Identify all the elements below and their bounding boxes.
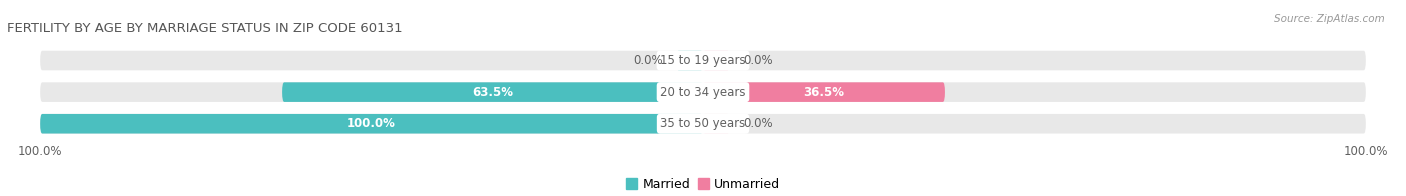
Text: Source: ZipAtlas.com: Source: ZipAtlas.com (1274, 14, 1385, 24)
FancyBboxPatch shape (41, 114, 1365, 133)
FancyBboxPatch shape (703, 51, 730, 70)
FancyBboxPatch shape (703, 114, 730, 133)
FancyBboxPatch shape (676, 51, 703, 70)
FancyBboxPatch shape (41, 51, 1365, 70)
Text: FERTILITY BY AGE BY MARRIAGE STATUS IN ZIP CODE 60131: FERTILITY BY AGE BY MARRIAGE STATUS IN Z… (7, 22, 402, 35)
FancyBboxPatch shape (41, 114, 703, 133)
Text: 35 to 50 years: 35 to 50 years (661, 117, 745, 130)
Text: 20 to 34 years: 20 to 34 years (661, 86, 745, 99)
Text: 0.0%: 0.0% (634, 54, 664, 67)
FancyBboxPatch shape (41, 82, 1365, 102)
FancyBboxPatch shape (703, 82, 945, 102)
Text: 0.0%: 0.0% (742, 117, 772, 130)
Text: 63.5%: 63.5% (472, 86, 513, 99)
Text: 0.0%: 0.0% (742, 54, 772, 67)
Legend: Married, Unmarried: Married, Unmarried (621, 173, 785, 196)
Text: 15 to 19 years: 15 to 19 years (661, 54, 745, 67)
Text: 100.0%: 100.0% (347, 117, 396, 130)
Text: 36.5%: 36.5% (803, 86, 845, 99)
FancyBboxPatch shape (283, 82, 703, 102)
